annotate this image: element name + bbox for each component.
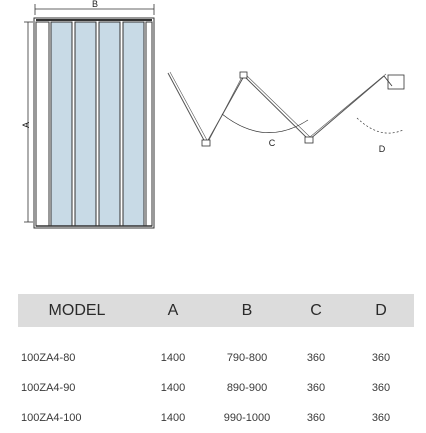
dimension-label-a: A	[21, 122, 31, 128]
column-header-a: A	[136, 294, 210, 327]
table-row: 100ZA4-80 1400 790-800 360 360	[18, 327, 414, 373]
a-cell: 1400	[160, 382, 186, 394]
column-header-c: C	[284, 294, 348, 327]
b-cell: 790-800	[226, 352, 268, 364]
model-cell: 100ZA4-100	[21, 412, 82, 424]
d-cell: 360	[371, 382, 391, 394]
c-cell: 360	[306, 382, 326, 394]
column-header-b: B	[210, 294, 284, 327]
b-cell: 990-1000	[223, 412, 271, 424]
screen-plan-view: C D	[167, 71, 405, 154]
a-cell: 1400	[160, 352, 186, 364]
table-row: 100ZA4-90 1400 890-900 360 360	[18, 373, 414, 403]
a-cell: 1400	[160, 412, 186, 424]
b-cell: 890-900	[226, 382, 268, 394]
glass-panel	[74, 21, 97, 227]
c-cell: 360	[306, 352, 326, 364]
table-header-row: MODEL A B C D	[18, 294, 414, 327]
glass-panel	[122, 21, 145, 227]
model-cell: 100ZA4-80	[21, 352, 76, 364]
dimension-label-d: D	[379, 144, 386, 154]
dimension-label-b: B	[92, 0, 98, 9]
screen-front-view	[33, 17, 155, 229]
dimension-b: B	[34, 0, 155, 15]
dimension-a: A	[21, 21, 33, 223]
glass-panel	[98, 21, 121, 227]
d-cell: 360	[371, 352, 391, 364]
model-cell: 100ZA4-90	[21, 382, 76, 394]
specification-table: MODEL A B C D 100ZA4-80 1400 790-800 360…	[18, 294, 414, 433]
table-row: 100ZA4-100 1400 990-1000 360 360	[18, 403, 414, 433]
glass-panel	[50, 21, 73, 227]
c-cell: 360	[306, 412, 326, 424]
d-cell: 360	[371, 412, 391, 424]
column-header-d: D	[348, 294, 414, 327]
column-header-model: MODEL	[18, 294, 136, 327]
dimension-label-c: C	[269, 138, 276, 148]
